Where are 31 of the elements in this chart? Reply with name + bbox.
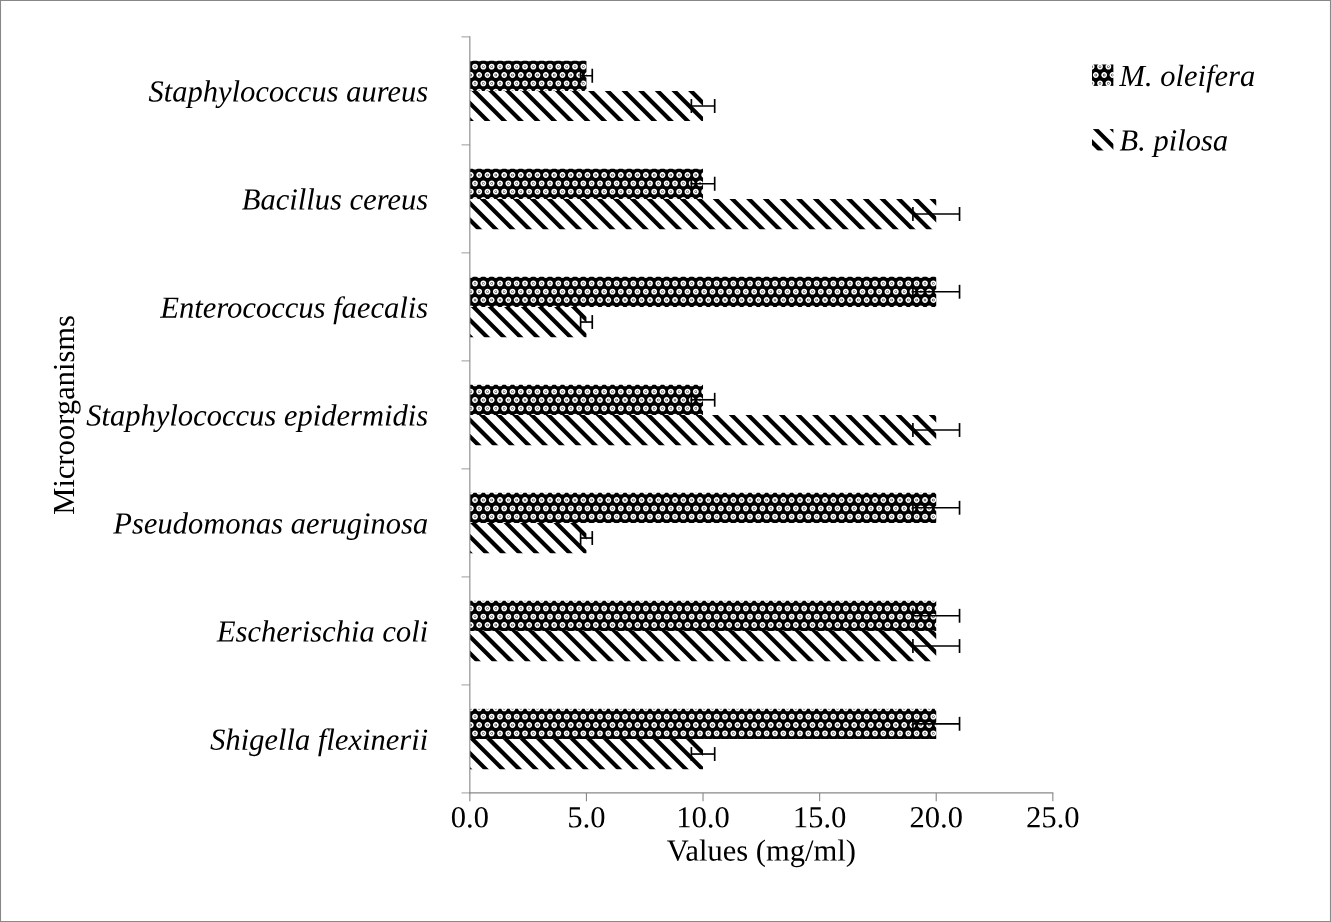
bar xyxy=(469,168,704,199)
x-tick-label: 0.0 xyxy=(451,807,488,828)
bar xyxy=(469,384,704,415)
y-tick-label: Pseudomonas aeruginosa xyxy=(113,512,428,541)
y-tick-label: Staphylococcus aureus xyxy=(148,80,428,109)
x-tick-label: 10.0 xyxy=(678,807,729,828)
bar xyxy=(469,738,704,770)
bar xyxy=(469,276,937,307)
y-tick-label: Escherischia coli xyxy=(216,620,428,642)
bar xyxy=(469,492,937,523)
bar xyxy=(469,90,704,122)
y-tick-label: Shigella flexinerii xyxy=(210,728,428,757)
x-axis-title: Values (mg/ml) xyxy=(667,839,855,868)
legend-label: M. oleifera xyxy=(1119,64,1255,93)
bar xyxy=(469,708,937,739)
x-tick-label: 25.0 xyxy=(1027,807,1079,828)
bar xyxy=(469,630,937,662)
bar xyxy=(469,60,587,91)
bar xyxy=(469,306,587,338)
x-tick-label: 20.0 xyxy=(910,807,962,828)
legend-label: B. pilosa xyxy=(1119,129,1227,157)
bar xyxy=(469,414,937,446)
bar xyxy=(469,600,937,631)
y-tick-label: Enterococcus faecalis xyxy=(159,296,428,325)
y-tick-label: Bacillus cereus xyxy=(242,188,428,210)
y-tick-label: Staphylococcus epidermidis xyxy=(86,404,428,433)
y-axis-title: Microorganisms xyxy=(53,316,81,514)
x-tick-label: 15.0 xyxy=(795,807,846,828)
bar xyxy=(469,198,937,230)
bar xyxy=(469,522,587,554)
x-tick-label: 5.0 xyxy=(569,807,605,828)
